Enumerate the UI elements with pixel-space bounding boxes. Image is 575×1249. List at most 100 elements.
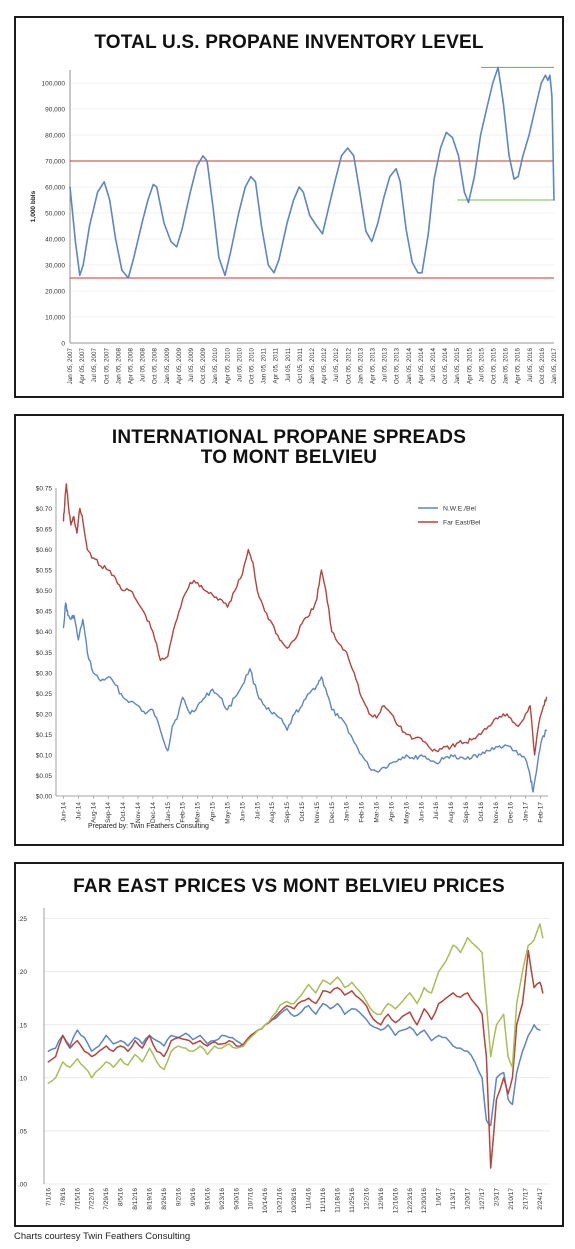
prices-chart: .00 .05 .10 .15 .20 .25 7/1/16 7/8/16 7/15/16 7/2…: [18, 908, 550, 1214]
x-tick-label: 12/23/16: [407, 1188, 414, 1214]
green-series-line: [47, 923, 544, 1084]
x-tick-label: 11/11/16: [320, 1188, 327, 1213]
y-tick-label: 10,000: [45, 315, 65, 322]
x-tick-label: Jan 05, 2016: [503, 348, 510, 385]
x-tick-label: 7/22/16: [89, 1188, 96, 1210]
x-tick-label: 1/27/17: [479, 1188, 486, 1210]
x-tick-label: 7/8/16: [60, 1188, 67, 1206]
spreads-chart-panel: INTERNATIONAL PROPANE SPREADS TO MONT BE…: [14, 414, 564, 846]
x-tick-label: Apr 05, 2011: [273, 348, 280, 384]
prices-chart-title: FAR EAST PRICES VS MONT BELVIEU PRICES: [73, 876, 505, 897]
y-tick-label: $0.75: [36, 486, 53, 493]
y-tick-label: 60,000: [45, 185, 65, 192]
x-tick-label: Apr 05, 2016: [515, 348, 522, 385]
spreads-chart: $0.00 $0.05 $0.10 $0.15 $0.20 $0.25 $0.30 $0.35…: [36, 483, 548, 830]
x-tick-label: 7/29/16: [103, 1188, 110, 1210]
y-tick-label: .20: [18, 969, 27, 976]
x-tick-label: Jul 05, 2010: [236, 348, 243, 383]
x-tick-label: Jul 05, 2012: [333, 348, 340, 383]
x-tick-label: 12/9/16: [378, 1188, 385, 1210]
x-tick-label: 10/28/16: [291, 1188, 298, 1214]
nwe-series-line: [62, 602, 548, 793]
x-tick-label: Apr-15: [210, 802, 217, 822]
x-tick-label: Jul 05, 2015: [478, 348, 485, 383]
y-tick-label: $0.10: [36, 752, 53, 759]
y-tick-label: 80,000: [45, 133, 65, 140]
x-tick-label: Jan 05, 2017: [551, 348, 558, 385]
blue-series-line: [47, 1002, 541, 1127]
prices-chart-panel: FAR EAST PRICES VS MONT BELVIEU PRICES .…: [14, 862, 564, 1227]
y-tick-label: $0.45: [36, 609, 53, 616]
x-tick-label: 8/26/16: [161, 1188, 168, 1210]
x-tick-label: Jul-14: [75, 802, 82, 820]
y-tick-label: $0.20: [36, 711, 53, 718]
x-tick-label: Oct 05, 2007: [103, 348, 110, 385]
x-tick-label: Oct 05, 2008: [152, 348, 159, 385]
x-tick-label: Dec-14: [150, 802, 157, 823]
x-tick-label: Jan 05, 2009: [164, 348, 171, 385]
inventory-chart-title: TOTAL U.S. PROPANE INVENTORY LEVEL: [94, 32, 484, 53]
x-tick-label: Aug-15: [269, 802, 276, 823]
x-tick-label: Dec-16: [508, 802, 515, 823]
spreads-title-line-1: INTERNATIONAL PROPANE SPREADS: [111, 427, 467, 448]
legend-label: Far East/Bel: [443, 520, 481, 527]
y-axis-label: 1,000 bbls: [30, 190, 37, 222]
y-tick-label: .05: [18, 1128, 27, 1135]
x-tick-label: Feb-15: [180, 802, 187, 823]
x-tick-label: 7/1/16: [45, 1188, 52, 1206]
x-tick-label: Jul 05, 2013: [382, 348, 389, 383]
x-tick-label: 11/4/16: [306, 1188, 313, 1210]
x-tick-label: Apr 05, 2009: [176, 348, 183, 385]
x-tick-label: Feb-16: [359, 802, 366, 823]
credit-line: Charts courtesy Twin Feathers Consulting: [14, 1231, 191, 1242]
x-tick-label: Jul-16: [433, 802, 440, 820]
x-tick-label: Jun-15: [239, 802, 246, 822]
y-tick-label: 30,000: [45, 263, 65, 270]
x-tick-label: Aug-16: [448, 802, 455, 823]
x-tick-label: Sep-15: [284, 802, 291, 823]
x-tick-label: 9/2/16: [175, 1188, 182, 1206]
y-tick-label: 90,000: [45, 107, 65, 114]
x-tick-label: Jul 05, 2016: [527, 348, 534, 383]
y-tick-label: $0.70: [36, 506, 53, 513]
x-tick-label: Oct-14: [120, 802, 127, 822]
x-tick-label: 10/7/16: [248, 1188, 255, 1210]
far-east-series-line: [62, 483, 548, 756]
x-tick-label: Jul 05, 2008: [140, 348, 147, 383]
x-tick-label: 11/18/16: [334, 1188, 341, 1213]
y-tick-label: $0.00: [36, 794, 53, 801]
x-tick-label: Jul 05, 2014: [430, 348, 437, 383]
x-tick-label: 2/17/17: [522, 1188, 529, 1210]
x-tick-label: 8/12/16: [132, 1188, 139, 1210]
x-tick-label: Nov-14: [135, 802, 142, 823]
x-tick-label: Jan 05, 2008: [115, 348, 122, 385]
y-tick-label: 100,000: [42, 81, 66, 88]
spreads-title-line-2: TO MONT BELVIEU: [200, 447, 378, 468]
x-tick-label: Jan 05, 2011: [261, 348, 268, 384]
y-tick-label: 40,000: [45, 237, 65, 244]
x-tick-label: 8/19/16: [147, 1188, 154, 1210]
x-tick-label: Feb-17: [538, 802, 545, 823]
x-tick-label: Nov-16: [493, 802, 500, 823]
x-tick-label: Jan-17: [523, 802, 530, 822]
y-tick-label: $0.65: [36, 527, 53, 534]
y-tick-label: $0.60: [36, 547, 53, 554]
x-tick-label: Apr 05, 2010: [224, 348, 231, 385]
y-tick-label: $0.30: [36, 670, 53, 677]
y-tick-label: $0.50: [36, 588, 53, 595]
x-tick-label: 12/30/16: [421, 1188, 428, 1214]
y-tick-label: .15: [18, 1022, 27, 1029]
x-tick-label: 2/3/17: [494, 1188, 501, 1206]
x-tick-label: Mar-16: [374, 802, 381, 823]
x-tick-label: Jan 05, 2007: [67, 348, 74, 385]
x-tick-label: 1/20/17: [465, 1188, 472, 1210]
x-tick-label: Jan 05, 2014: [406, 348, 413, 385]
x-tick-label: Jan 05, 2015: [454, 348, 461, 385]
inventory-chart-panel: TOTAL U.S. PROPANE INVENTORY LEVEL 0 10,0…: [14, 16, 564, 398]
x-tick-label: Apr 05, 2007: [79, 348, 86, 385]
y-tick-label: $0.40: [36, 629, 53, 636]
x-tick-label: Aug-14: [90, 802, 97, 823]
x-tick-label: Sep-16: [463, 802, 470, 823]
y-tick-label: $0.25: [36, 691, 53, 698]
x-tick-label: Oct 05, 2010: [249, 348, 256, 385]
